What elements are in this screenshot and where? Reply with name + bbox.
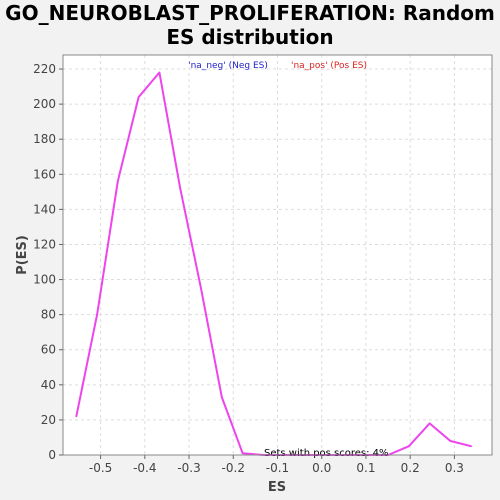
y-tick-label: 80	[41, 308, 56, 322]
x-tick-label: 0.3	[445, 461, 464, 475]
x-tick-label: -0.1	[266, 461, 289, 475]
data-point	[96, 313, 98, 316]
data-point	[137, 96, 140, 98]
data-point	[241, 452, 244, 455]
x-tick-label: -0.5	[89, 461, 112, 475]
grid	[63, 55, 492, 456]
y-tick-label: 140	[33, 202, 56, 216]
data-point	[428, 422, 431, 425]
y-tick-label: 20	[41, 413, 56, 427]
y-tick-label: 60	[41, 343, 56, 357]
y-tick-label: 120	[33, 237, 56, 251]
data-point	[75, 415, 78, 418]
annotation: Sets with pos scores: 4%	[264, 448, 389, 459]
data-point	[117, 180, 119, 183]
data-point	[449, 440, 452, 442]
y-axis-label: P(ES)	[15, 235, 30, 275]
y-tick-label: 200	[33, 97, 56, 111]
data-point	[220, 396, 223, 398]
x-tick-label: 0.1	[356, 461, 375, 475]
x-tick-label: 0.0	[312, 461, 331, 475]
y-tick-label: 220	[33, 62, 56, 76]
x-tick-label: -0.2	[222, 461, 245, 475]
data-point	[158, 71, 161, 74]
x-tick-label: 0.2	[401, 461, 420, 475]
legend-entry: 'na_pos' (Pos ES)	[291, 61, 367, 71]
y-tick-label: 160	[33, 167, 56, 181]
legend-entry: 'na_neg' (Neg ES)	[188, 61, 268, 71]
data-point	[470, 445, 473, 448]
data-point	[200, 287, 202, 290]
chart-title-line-2: ES distribution	[166, 25, 334, 49]
data-point	[408, 445, 410, 448]
y-tick-label: 0	[48, 448, 56, 462]
y-tick-label: 100	[33, 273, 56, 287]
y-tick-label: 40	[41, 378, 56, 392]
data-point	[179, 187, 182, 190]
y-axis: 0 20 40 60 80 100 120 140 160 180 200 220	[33, 62, 63, 462]
x-axis: -0.5 -0.4 -0.3 -0.2 -0.1 0.0 0.1 0.2 0.3	[89, 455, 464, 475]
x-tick-label: -0.3	[177, 461, 200, 475]
x-axis-label: ES	[268, 480, 286, 495]
x-tick-label: -0.4	[133, 461, 156, 475]
chart-title: GO_NEUROBLAST_PROLIFERATION: Random ES d…	[0, 1, 500, 49]
legend: 'na_neg' (Neg ES) 'na_pos' (Pos ES)	[188, 61, 367, 71]
chart-title-line-1: GO_NEUROBLAST_PROLIFERATION: Random	[5, 1, 495, 25]
y-tick-label: 180	[33, 132, 56, 146]
